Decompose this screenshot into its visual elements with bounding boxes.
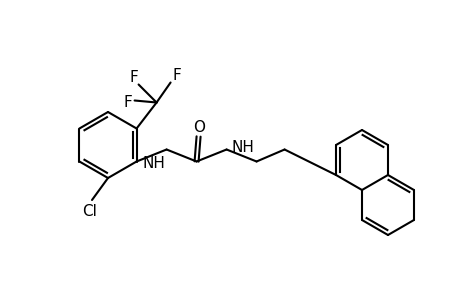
Text: NH: NH <box>230 140 253 155</box>
Text: NH: NH <box>142 156 165 171</box>
Text: F: F <box>123 95 132 110</box>
Text: F: F <box>172 68 180 83</box>
Text: Cl: Cl <box>82 203 97 218</box>
Text: O: O <box>193 120 205 135</box>
Text: F: F <box>129 70 138 85</box>
